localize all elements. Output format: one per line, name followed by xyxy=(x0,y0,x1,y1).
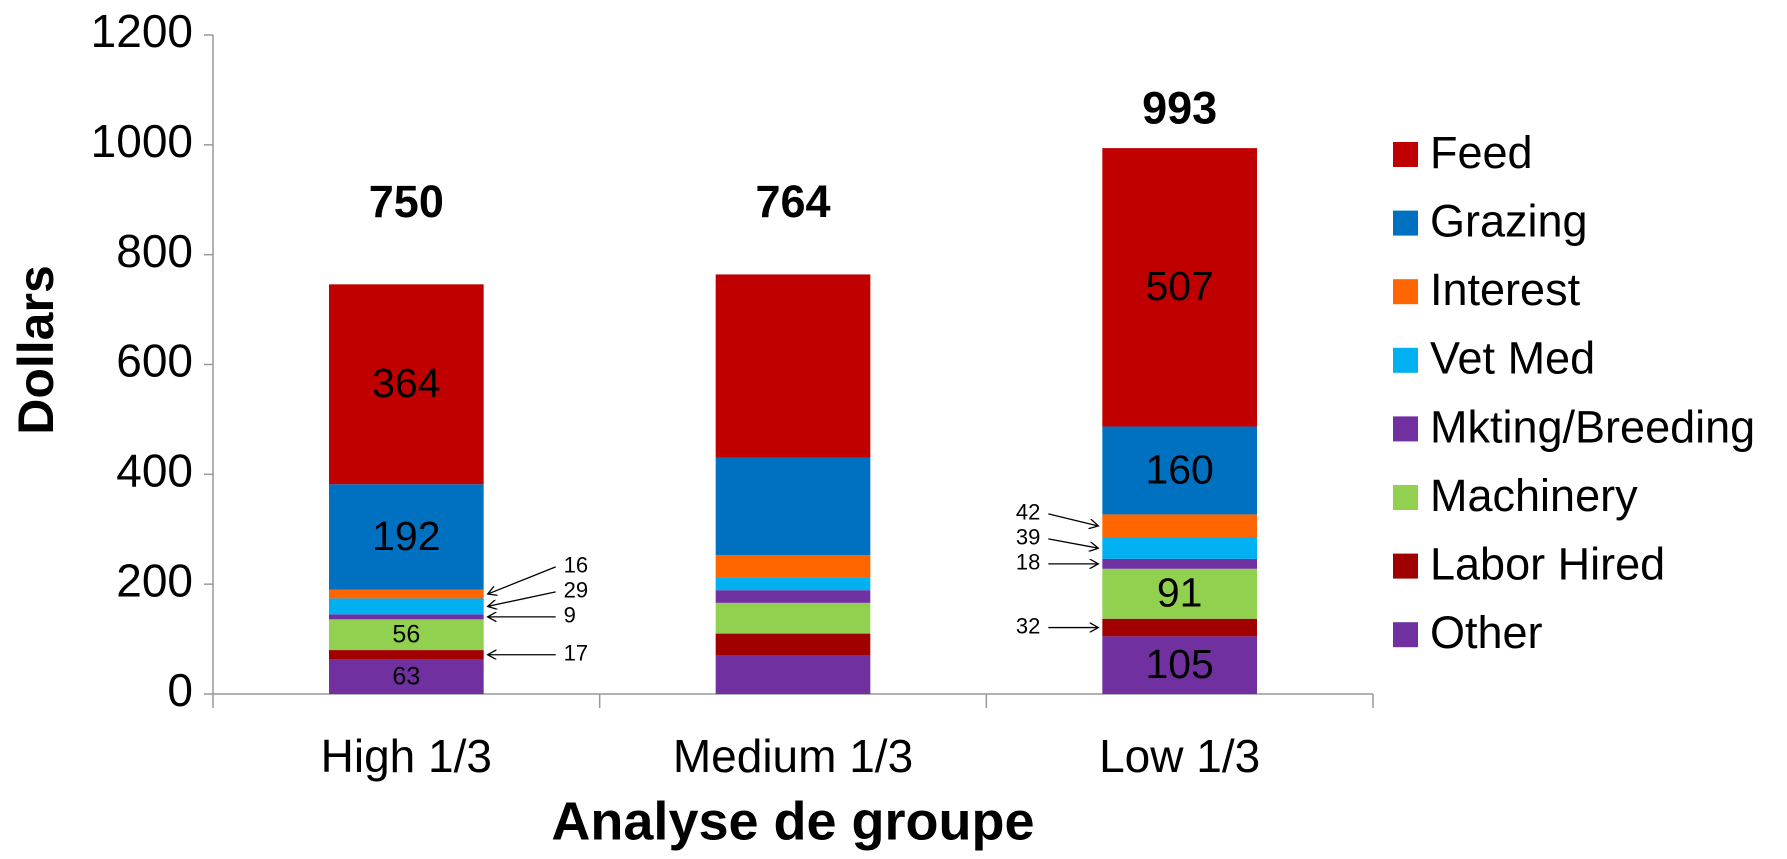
bar-segment xyxy=(715,602,871,634)
legend-swatch xyxy=(1393,347,1418,373)
legend-swatch xyxy=(1393,416,1418,442)
legend-label: Feed xyxy=(1430,127,1533,178)
bar-segment xyxy=(715,577,871,591)
callout-arrow xyxy=(1048,538,1098,548)
x-axis-title: Analyse de groupe xyxy=(551,791,1034,851)
legend-label: Machinery xyxy=(1430,470,1638,521)
total-label: 750 xyxy=(369,176,444,227)
total-label: 993 xyxy=(1142,83,1217,134)
y-tick-label: 800 xyxy=(116,225,193,277)
y-tick-label: 400 xyxy=(116,444,193,496)
bar-segment xyxy=(329,650,484,660)
data-label: 364 xyxy=(372,360,440,406)
legend-label: Labor Hired xyxy=(1430,538,1665,589)
y-axis-title: Dollars xyxy=(8,265,64,435)
y-tick-label: 200 xyxy=(116,554,193,606)
legend-label: Mkting/Breeding xyxy=(1430,401,1755,452)
y-tick-label: 1200 xyxy=(91,5,193,57)
bar-segment xyxy=(329,284,484,485)
bar-segment xyxy=(329,659,484,694)
legend-swatch xyxy=(1393,210,1418,236)
legend-label: Interest xyxy=(1430,264,1581,315)
data-label: 18 xyxy=(1016,550,1040,575)
data-label: 56 xyxy=(392,620,420,648)
data-label: 91 xyxy=(1157,570,1203,616)
callout-arrow xyxy=(488,566,556,594)
legend-label: Other xyxy=(1430,607,1543,658)
y-tick-label: 1000 xyxy=(91,115,193,167)
legend-label: Grazing xyxy=(1430,195,1588,246)
legend-swatch xyxy=(1393,622,1418,648)
bar-segment xyxy=(715,555,871,578)
bar-segment xyxy=(715,457,871,556)
bar-segment xyxy=(1102,636,1257,694)
legend-swatch xyxy=(1393,142,1418,167)
legend-swatch xyxy=(1393,485,1418,510)
bar-segment xyxy=(329,614,484,620)
x-tick-label: Low 1/3 xyxy=(1099,730,1260,782)
legend-swatch xyxy=(1393,279,1418,305)
bar-segment xyxy=(329,484,484,590)
bar-segment xyxy=(715,655,871,694)
bar-segment xyxy=(1102,426,1257,515)
y-tick-label: 600 xyxy=(116,335,193,387)
data-label: 29 xyxy=(564,578,588,603)
bar-segment xyxy=(1102,568,1257,619)
bar-segment xyxy=(715,590,871,603)
bar-segment xyxy=(1102,618,1257,637)
total-label: 764 xyxy=(755,176,830,227)
x-tick-label: High 1/3 xyxy=(321,730,492,782)
bar-segment xyxy=(715,274,871,458)
legend-label: Vet Med xyxy=(1430,333,1595,384)
bar-segment xyxy=(1102,514,1257,538)
bar-segment xyxy=(1102,537,1257,559)
bar-segment xyxy=(329,619,484,651)
data-label: 39 xyxy=(1016,525,1040,550)
data-label: 192 xyxy=(372,513,440,559)
data-label: 105 xyxy=(1145,641,1213,687)
y-tick-label: 0 xyxy=(167,664,193,716)
data-label: 63 xyxy=(392,662,420,690)
bar-segment xyxy=(329,589,484,599)
legend-swatch xyxy=(1393,553,1418,579)
bar-segment xyxy=(715,633,871,656)
bar-segment xyxy=(1102,558,1257,569)
data-label: 507 xyxy=(1145,263,1213,309)
data-label: 9 xyxy=(564,603,576,628)
data-label: 42 xyxy=(1016,500,1040,525)
bar-segment xyxy=(329,598,484,615)
callout-arrow xyxy=(488,591,556,607)
bar-segment xyxy=(1102,148,1257,427)
x-tick-label: Medium 1/3 xyxy=(673,730,913,782)
data-label: 16 xyxy=(564,553,588,578)
callout-arrow xyxy=(1048,513,1098,526)
data-label: 160 xyxy=(1145,446,1213,492)
data-label: 17 xyxy=(564,641,588,666)
data-label: 32 xyxy=(1016,613,1040,638)
